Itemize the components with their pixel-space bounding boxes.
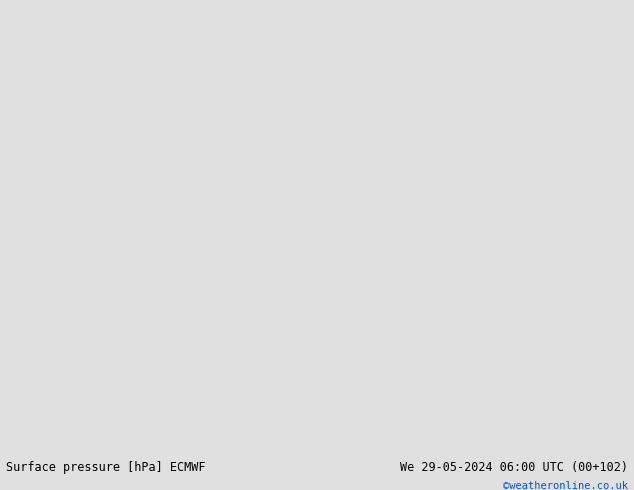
Text: We 29-05-2024 06:00 UTC (00+102): We 29-05-2024 06:00 UTC (00+102): [399, 462, 628, 474]
Text: Surface pressure [hPa] ECMWF: Surface pressure [hPa] ECMWF: [6, 462, 206, 474]
Text: ©weatheronline.co.uk: ©weatheronline.co.uk: [503, 481, 628, 490]
